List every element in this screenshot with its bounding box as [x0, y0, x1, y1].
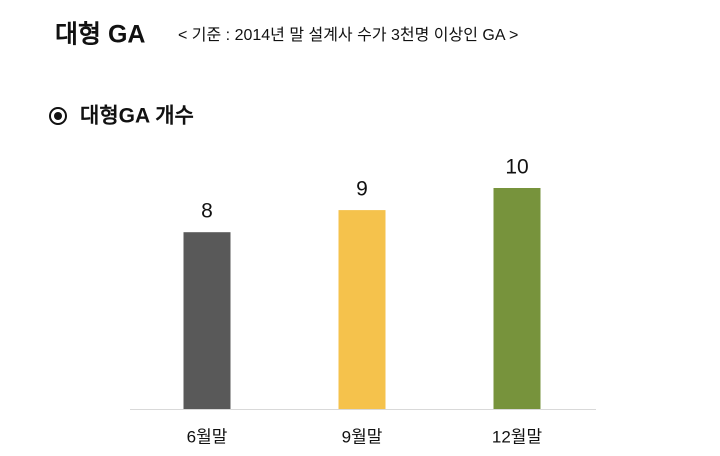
- bar: [183, 232, 231, 409]
- x-tick-label: 9월말: [342, 427, 383, 446]
- bar: [493, 188, 541, 409]
- x-tick-label: 6월말: [187, 427, 228, 446]
- chart-subtitle: < 기준 : 2014년 말 설계사 수가 3천명 이상인 GA >: [178, 26, 518, 44]
- section-heading: 대형GA 개수: [80, 104, 194, 128]
- chart-title: 대형 GA: [55, 21, 145, 49]
- bullet-ring: [49, 107, 67, 125]
- value-label: 10: [505, 156, 528, 179]
- bullet-dot: [54, 112, 62, 120]
- value-label: 9: [356, 178, 368, 201]
- x-tick-label: 12월말: [492, 427, 543, 446]
- value-label: 8: [201, 200, 213, 223]
- bar: [338, 210, 386, 409]
